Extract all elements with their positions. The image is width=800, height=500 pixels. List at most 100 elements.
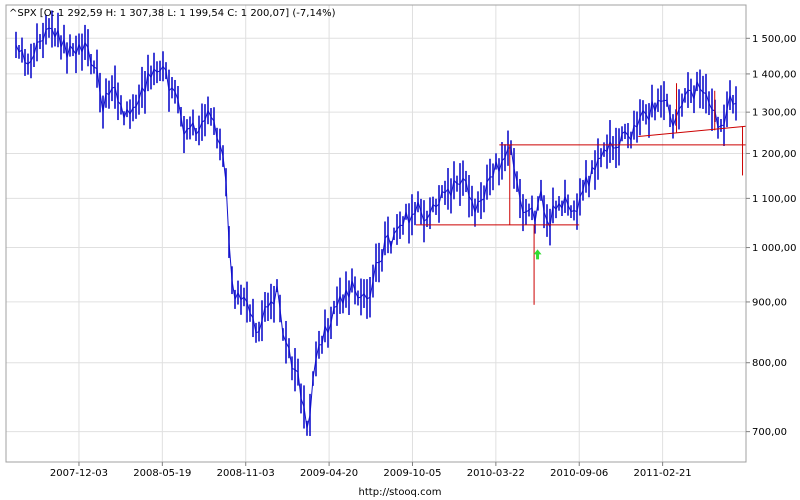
price-connector	[285, 342, 290, 349]
price-connector	[45, 27, 50, 31]
price-connector	[195, 130, 200, 135]
x-tick-label: 2009-04-20	[300, 468, 358, 479]
y-tick-label: 1 300,00	[752, 108, 797, 119]
price-connector	[105, 92, 110, 96]
price-connector	[468, 195, 473, 202]
price-connector	[531, 207, 536, 223]
price-connector	[516, 181, 521, 199]
price-connector	[510, 147, 515, 169]
price-connector	[642, 110, 647, 115]
price-connector	[396, 224, 401, 230]
price-connector	[99, 92, 104, 113]
x-tick-label: 2011-02-21	[634, 468, 692, 479]
price-connector	[156, 70, 161, 73]
price-connector	[180, 116, 185, 135]
price-connector	[483, 182, 488, 199]
price-connector	[261, 306, 266, 321]
price-connector	[198, 122, 203, 131]
price-connector	[690, 90, 695, 100]
plot-frame	[5, 4, 747, 463]
price-connector	[600, 149, 605, 158]
price-connector	[174, 91, 179, 100]
price-connector	[471, 200, 476, 213]
price-connector	[459, 177, 464, 185]
price-connector	[693, 81, 698, 100]
price-connector	[21, 49, 26, 63]
price-connector	[624, 131, 629, 136]
price-connector	[258, 320, 263, 332]
price-connector	[162, 65, 167, 71]
price-connector	[696, 81, 701, 90]
price-connector	[525, 209, 530, 213]
price-connector	[66, 45, 71, 59]
price-connector	[327, 322, 332, 334]
price-connector	[120, 104, 125, 119]
y-tick-label: 700,00	[752, 427, 787, 438]
price-connector	[147, 72, 152, 78]
price-connector	[666, 100, 671, 116]
price-connector	[393, 229, 398, 235]
price-connector	[378, 259, 383, 263]
footer-url[interactable]: http://stooq.com	[359, 487, 442, 498]
price-connector	[75, 43, 80, 55]
price-connector	[498, 160, 503, 172]
price-connector	[357, 296, 362, 299]
price-connector	[594, 158, 599, 171]
price-connector	[354, 290, 359, 299]
price-connector	[273, 285, 278, 305]
price-connector	[108, 87, 113, 95]
price-connector	[204, 110, 209, 121]
price-connector	[558, 203, 563, 209]
annotations	[533, 249, 542, 260]
price-connector	[42, 29, 47, 41]
price-connector	[330, 307, 335, 323]
price-connector	[687, 89, 692, 92]
price-connector	[717, 125, 722, 129]
price-connector	[528, 207, 533, 211]
price-connector	[210, 116, 215, 122]
price-connector	[486, 176, 491, 183]
price-connector	[138, 87, 143, 100]
price-connector	[495, 161, 500, 172]
price-connector	[591, 166, 596, 171]
x-tick-label: 2007-12-03	[50, 468, 108, 479]
chart-header: ^SPX [O: 1 292,59 H: 1 307,38 L: 1 199,5…	[9, 8, 336, 19]
price-connector	[276, 285, 281, 309]
price-connector	[222, 156, 227, 183]
price-connector	[141, 87, 146, 93]
price-connector	[294, 369, 299, 373]
price-connector	[417, 201, 422, 212]
price-connector	[429, 204, 434, 214]
price-connector	[606, 141, 611, 152]
price-connector	[345, 289, 350, 298]
price-connector	[102, 93, 107, 113]
price-connector	[57, 29, 62, 48]
price-connector	[288, 348, 293, 369]
price-connector	[426, 212, 431, 220]
price-connector	[54, 29, 59, 38]
price-connector	[165, 70, 170, 91]
price-connector	[381, 238, 386, 261]
price-connector	[705, 93, 710, 104]
price-connector	[615, 146, 620, 149]
price-connector	[450, 180, 455, 196]
x-tick-label: 2010-03-22	[467, 468, 525, 479]
price-connector	[567, 204, 572, 212]
price-connector	[30, 54, 35, 62]
price-connector	[390, 233, 395, 248]
price-connector	[411, 213, 416, 216]
price-connector	[240, 296, 245, 301]
price-connector	[237, 292, 242, 300]
price-connector	[684, 89, 689, 96]
price-connector	[405, 211, 410, 224]
price-connector	[480, 198, 485, 202]
price-connector	[522, 211, 527, 214]
price-connector	[201, 119, 206, 123]
price-connector	[219, 144, 224, 157]
price-connector	[60, 38, 65, 48]
price-connector	[63, 39, 68, 59]
price-connector	[24, 62, 29, 65]
price-connector	[639, 110, 644, 118]
price-connector	[321, 325, 326, 345]
price-connector	[234, 292, 239, 300]
